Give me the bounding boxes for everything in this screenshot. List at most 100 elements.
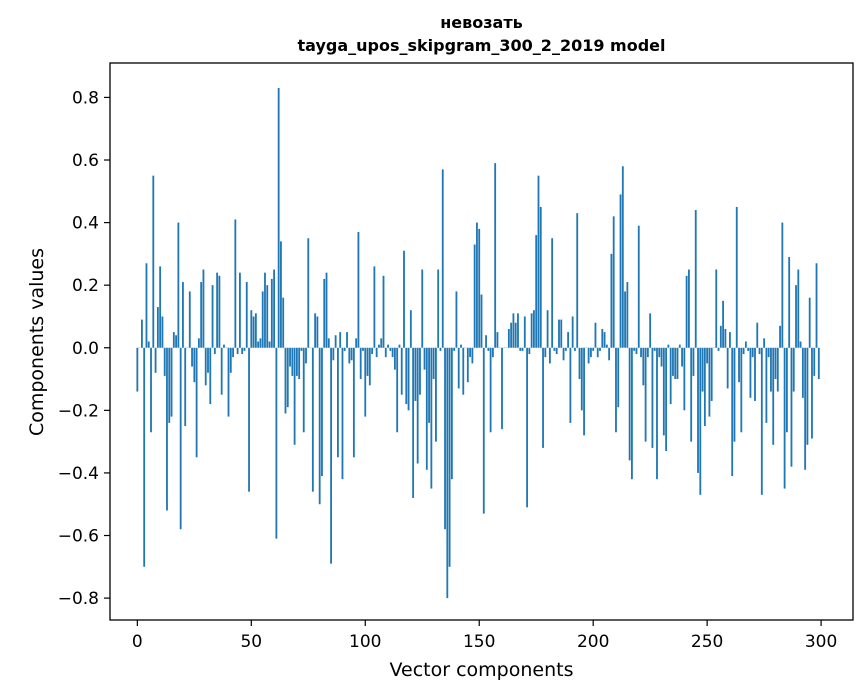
bar-212 [619, 194, 622, 348]
bar-124 [419, 347, 421, 395]
bar-269 [749, 347, 752, 398]
bar-200 [592, 347, 595, 351]
bar-34 [213, 347, 216, 355]
bar-214 [624, 291, 626, 348]
bar-234 [669, 347, 672, 405]
bar-90 [341, 347, 344, 480]
bar-254 [715, 269, 718, 348]
x-tick-label: 200 [577, 632, 609, 652]
bar-116 [400, 347, 403, 395]
y-tick-label: −0.6 [58, 527, 99, 547]
bar-35 [216, 272, 219, 348]
x-tick-label: 300 [805, 632, 837, 652]
bar-279 [772, 347, 775, 445]
bar-268 [747, 347, 750, 351]
bar-289 [795, 285, 797, 348]
bar-242 [687, 269, 690, 348]
x-tick-label: 250 [691, 632, 723, 652]
bar-191 [571, 316, 574, 348]
bar-110 [387, 344, 389, 348]
bar-236 [674, 347, 677, 380]
bar-271 [754, 347, 756, 401]
bar-137 [448, 347, 451, 567]
bar-167 [517, 313, 519, 348]
bar-160 [501, 347, 503, 430]
bar-131 [435, 347, 437, 442]
bar-41 [229, 347, 232, 373]
bar-138 [450, 347, 453, 480]
bar-3 [143, 347, 146, 567]
bar-12 [163, 347, 166, 376]
bar-265 [740, 347, 743, 433]
bar-140 [455, 291, 458, 348]
bar-201 [594, 322, 597, 348]
bar-158 [496, 332, 499, 348]
bar-81 [321, 347, 323, 477]
bar-198 [587, 347, 590, 364]
bar-87 [334, 335, 337, 348]
bar-246 [697, 347, 699, 473]
bar-49 [248, 347, 250, 492]
bar-213 [621, 166, 624, 348]
bar-99 [362, 347, 364, 351]
bar-38 [223, 344, 225, 348]
bar-233 [667, 344, 670, 348]
bar-179 [544, 347, 547, 358]
bar-237 [676, 347, 679, 380]
bar-286 [788, 257, 791, 348]
bar-83 [325, 272, 328, 348]
bar-227 [653, 347, 656, 351]
bar-149 [476, 222, 478, 348]
bar-65 [284, 347, 287, 414]
bar-252 [710, 347, 713, 401]
bar-251 [708, 347, 711, 417]
bar-188 [564, 347, 567, 351]
bar-205 [603, 332, 606, 348]
bar-57 [266, 285, 269, 348]
bar-72 [300, 347, 303, 351]
bar-67 [289, 347, 291, 367]
bar-103 [371, 347, 374, 355]
bar-168 [519, 347, 522, 351]
bar-111 [389, 347, 392, 351]
bar-122 [414, 347, 417, 401]
bar-6 [150, 347, 152, 433]
bar-11 [161, 316, 164, 348]
chart-title-line-1: невозать [440, 13, 523, 32]
bar-93 [348, 347, 351, 364]
bar-48 [245, 282, 248, 348]
y-tick-label: 0.4 [72, 214, 99, 234]
bar-192 [574, 347, 576, 351]
bar-129 [430, 347, 433, 489]
bar-226 [651, 347, 654, 448]
y-tick-label: −0.2 [58, 401, 99, 421]
bar-202 [596, 347, 599, 358]
bar-64 [282, 297, 285, 348]
bar-280 [774, 347, 777, 380]
bar-32 [209, 347, 212, 405]
bar-31 [207, 347, 209, 373]
bar-20 [182, 282, 184, 348]
bar-172 [528, 347, 531, 355]
bar-82 [323, 278, 326, 348]
bar-78 [314, 313, 317, 348]
x-axis-label: Vector components [389, 659, 574, 681]
bar-275 [763, 338, 766, 348]
chart-title-line-2: tayga_upos_skipgram_300_2_2019 model [297, 36, 666, 55]
bar-235 [672, 347, 674, 376]
bar-40 [227, 347, 230, 417]
bar-255 [717, 347, 720, 351]
bar-282 [779, 325, 781, 348]
bar-230 [660, 347, 663, 367]
x-tick-label: 150 [463, 632, 495, 652]
x-tick-label: 50 [240, 632, 262, 652]
bar-89 [339, 332, 342, 348]
bar-239 [681, 347, 683, 367]
bar-25 [193, 347, 196, 383]
bar-119 [407, 347, 410, 411]
bar-70 [295, 347, 298, 376]
bar-136 [446, 347, 449, 599]
bar-165 [512, 313, 515, 348]
bar-218 [633, 347, 636, 351]
bar-43 [234, 219, 237, 348]
